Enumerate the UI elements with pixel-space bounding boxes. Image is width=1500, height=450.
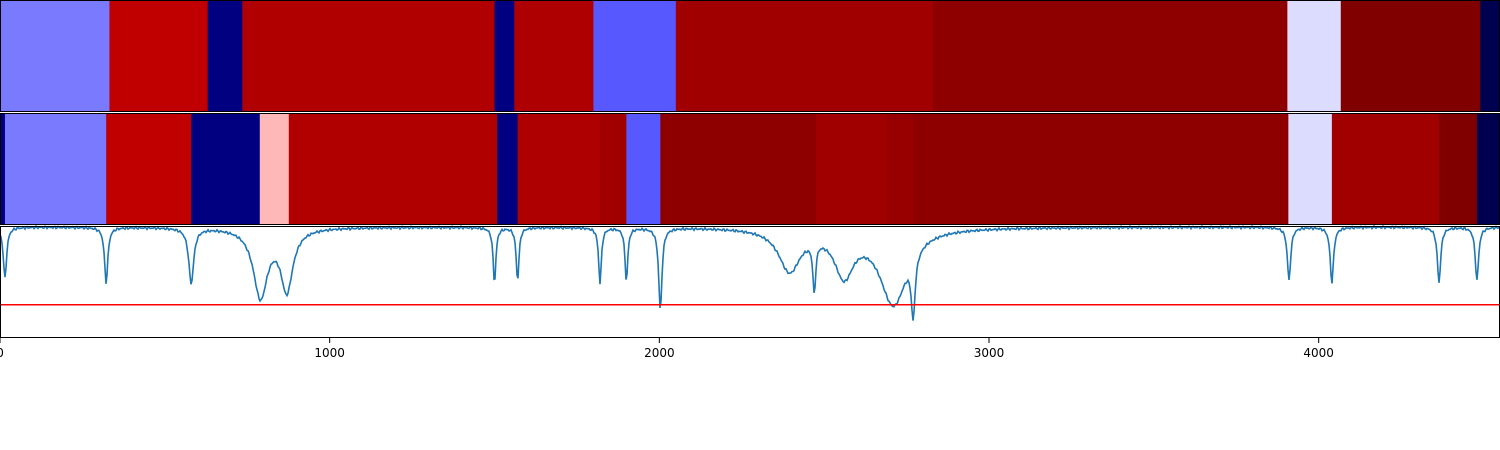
heatmap-cell — [4, 113, 107, 225]
heatmap-cell — [600, 113, 627, 225]
x-tick-label: 3000 — [974, 346, 1005, 360]
heatmap-cell — [259, 113, 290, 225]
heatmap-cell — [660, 113, 817, 225]
heatmap-cell — [1288, 113, 1333, 225]
heatmap-cell — [494, 0, 515, 112]
heatmap-cell — [1439, 113, 1478, 225]
heatmap-track-2 — [0, 113, 1500, 225]
heatmap-cell — [1340, 0, 1481, 112]
x-axis: 0 1000 2000 3000 4000 — [0, 338, 1334, 360]
heatmap-cell — [497, 113, 519, 225]
heatmap-cell — [675, 0, 934, 112]
heatmap-cell — [886, 113, 914, 225]
heatmap-cell — [517, 113, 601, 225]
heatmap-cell — [0, 0, 111, 112]
heatmap-cell — [1476, 113, 1500, 225]
heatmap-cell — [913, 113, 1289, 225]
heatmap-cell — [593, 0, 677, 112]
x-tick-label: 2000 — [644, 346, 675, 360]
heatmap-cell — [1287, 0, 1342, 112]
heatmap-cell — [932, 0, 1288, 112]
heatmap-cell — [0, 113, 6, 225]
heatmap-cell — [815, 113, 888, 225]
heatmap-cell — [207, 0, 243, 112]
x-tick-label: 1000 — [314, 346, 345, 360]
series-line — [0, 224, 1500, 321]
heatmap-track-1 — [0, 0, 1500, 112]
line-panel — [0, 224, 1500, 338]
heatmap-cell — [1331, 113, 1440, 225]
heatmap-cell — [1480, 0, 1500, 112]
heatmap-cell — [191, 113, 261, 225]
heatmap-cell — [106, 113, 192, 225]
heatmap-cell — [514, 0, 595, 112]
heatmap-cell — [288, 113, 498, 225]
heatmap-cell — [626, 113, 661, 225]
line-panel-background — [0, 226, 1500, 338]
heatmap-cell — [242, 0, 496, 112]
heatmap-cell — [109, 0, 209, 112]
x-tick-label: 4000 — [1303, 346, 1334, 360]
x-tick-label: 0 — [0, 346, 4, 360]
